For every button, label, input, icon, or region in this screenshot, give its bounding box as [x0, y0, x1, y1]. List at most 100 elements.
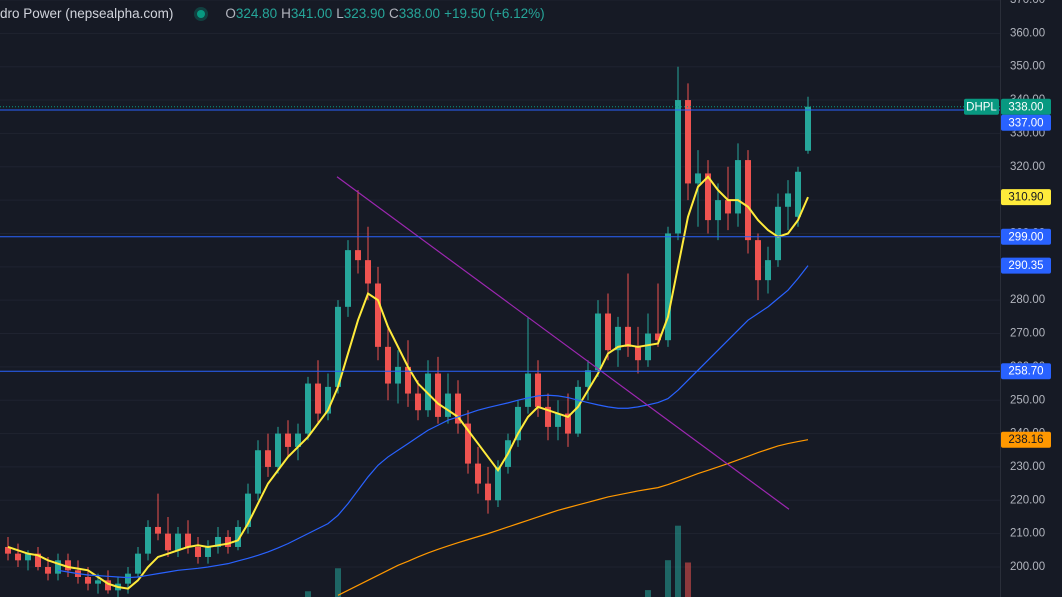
candle-body	[235, 526, 241, 547]
candle-body	[245, 493, 251, 527]
candle-body	[105, 580, 111, 591]
candle-body	[415, 393, 421, 411]
candle-body	[455, 393, 461, 424]
candle-body	[715, 200, 721, 221]
candle-body	[795, 171, 801, 217]
y-tick-label: 280.00	[1010, 294, 1045, 306]
trendline	[336, 176, 790, 510]
candle-body	[285, 433, 291, 447]
candle-body	[485, 483, 491, 501]
open-label: O	[225, 6, 236, 21]
candle-body	[155, 526, 161, 534]
candle-body	[705, 173, 711, 221]
candle-body	[365, 260, 371, 284]
close-value: 338.00	[398, 6, 441, 21]
candle-body	[435, 373, 441, 417]
y-tick-label: 200.00	[1010, 561, 1045, 573]
candle-body	[775, 206, 781, 261]
high-value: 341.00	[290, 6, 333, 21]
price-label: 238.16	[1008, 434, 1043, 446]
candle-body	[95, 580, 101, 584]
candle-body	[295, 433, 301, 447]
y-tick-label: 370.00	[1010, 0, 1045, 6]
candle-body	[695, 173, 701, 184]
close-label: C	[389, 6, 399, 21]
candle-body	[675, 100, 681, 234]
candle-body	[335, 306, 341, 387]
price-label: 310.90	[1008, 192, 1043, 204]
price-label-box	[1001, 431, 1051, 448]
open-value: 324.80	[235, 6, 278, 21]
price-label-box	[1001, 189, 1051, 206]
ma-line	[337, 439, 809, 596]
candle-body	[395, 366, 401, 384]
candle-body	[225, 536, 231, 547]
price-label-box	[1001, 363, 1051, 380]
candle-body	[345, 250, 351, 307]
symbol-label: DHPL	[966, 101, 997, 113]
volume-bar	[335, 568, 341, 597]
candle-body	[55, 560, 61, 574]
price-label: 338.00	[1008, 101, 1043, 113]
symbol-title: dro Power (nepsealpha.com)	[0, 6, 174, 21]
candle-body	[445, 393, 451, 417]
candle-body	[425, 373, 431, 411]
candle-body	[495, 466, 501, 501]
candle-body	[315, 383, 321, 414]
candle-body	[595, 313, 601, 371]
plot-area	[0, 0, 1000, 597]
status-dot	[197, 9, 206, 18]
volume-bar	[675, 525, 681, 597]
candle-body	[15, 553, 21, 561]
candle-body	[325, 386, 331, 414]
legend-header: dro Power (nepsealpha.com) O 324.80 H 341.…	[0, 6, 549, 21]
candle-body	[605, 313, 611, 351]
price-label-box	[1001, 257, 1051, 274]
y-tick-label: 360.00	[1010, 27, 1045, 39]
candle-body	[405, 366, 411, 394]
candle-body	[655, 333, 661, 341]
volume-bar	[305, 591, 311, 597]
symbol-label-box	[964, 98, 999, 115]
candle-body	[385, 346, 391, 384]
y-tick-label: 250.00	[1010, 394, 1045, 406]
candle-body	[375, 283, 381, 347]
price-label: 299.00	[1008, 231, 1043, 243]
candle-body	[615, 326, 621, 351]
ma-line	[57, 265, 809, 579]
volume-bar	[685, 562, 691, 597]
price-label-box	[1001, 98, 1051, 115]
candle-body	[25, 553, 31, 561]
price-label: 290.35	[1008, 260, 1043, 272]
candle-body	[165, 533, 171, 551]
candle-body	[35, 553, 41, 567]
candle-body	[215, 536, 221, 547]
candle-body	[785, 193, 791, 207]
candle-body	[665, 233, 671, 341]
candle-body	[735, 160, 741, 214]
volume-bar	[665, 560, 671, 597]
candle-body	[305, 383, 311, 434]
price-label-box	[1001, 114, 1051, 131]
y-tick-label: 220.00	[1010, 494, 1045, 506]
candle-body	[725, 200, 731, 214]
candle-body	[545, 406, 551, 427]
candle-body	[755, 240, 761, 281]
candle-body	[685, 100, 691, 184]
candle-body	[255, 450, 261, 494]
candle-body	[525, 373, 531, 407]
candle-body	[765, 260, 771, 281]
candle-body	[185, 533, 191, 547]
candle-body	[65, 560, 71, 571]
candle-body	[515, 406, 521, 441]
candle-body	[135, 553, 141, 574]
y-tick-label: 210.00	[1010, 528, 1045, 540]
price-label: 337.00	[1008, 117, 1043, 129]
candle-body	[575, 386, 581, 434]
price-label: 258.70	[1008, 366, 1043, 378]
candle-body	[265, 450, 271, 467]
candle-body	[555, 413, 561, 427]
